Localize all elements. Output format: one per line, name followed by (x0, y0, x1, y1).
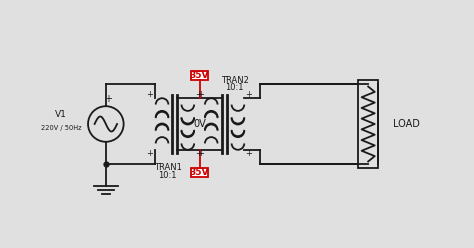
Text: V1: V1 (55, 110, 67, 119)
Text: 35V: 35V (190, 168, 210, 177)
Text: LOAD: LOAD (392, 119, 419, 129)
Text: +: + (146, 149, 153, 158)
Text: +: + (195, 90, 201, 99)
Text: TRAN1: TRAN1 (154, 163, 182, 172)
Text: 220V / 50Hz: 220V / 50Hz (41, 125, 82, 131)
Text: +: + (104, 94, 112, 104)
Text: +: + (245, 149, 252, 158)
FancyBboxPatch shape (191, 71, 209, 80)
Text: +: + (245, 90, 252, 99)
Text: +: + (195, 149, 201, 158)
Text: +: + (198, 149, 204, 158)
FancyBboxPatch shape (191, 168, 209, 177)
Text: 10:1: 10:1 (226, 83, 244, 93)
Text: +: + (198, 90, 204, 99)
Text: 10:1: 10:1 (158, 171, 177, 180)
Text: 0V: 0V (193, 119, 206, 129)
Text: 35V: 35V (190, 71, 210, 80)
Text: TRAN2: TRAN2 (221, 76, 248, 85)
Text: +: + (146, 90, 153, 99)
